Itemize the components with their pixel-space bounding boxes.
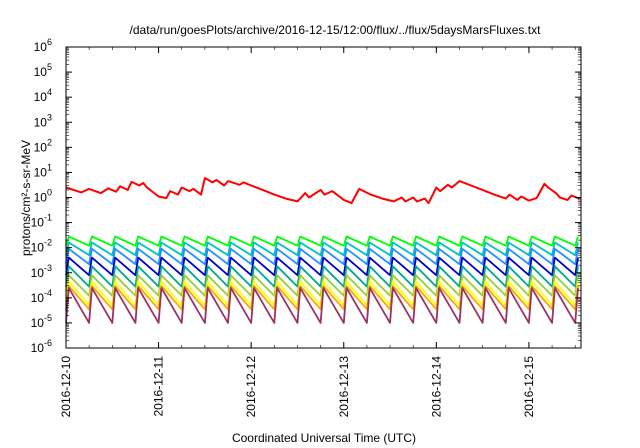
y-tick-label: 10-4 <box>31 288 52 305</box>
x-tick-label: 2016-12-14 <box>429 356 443 418</box>
x-tick-label: 2016-12-13 <box>337 356 351 418</box>
y-tick-label: 105 <box>34 62 52 79</box>
chart-title: /data/run/goesPlots/archive/2016-12-15/1… <box>130 23 542 37</box>
y-tick-label: 10-2 <box>31 238 52 255</box>
y-tick-label: 102 <box>34 137 52 154</box>
x-axis-label: Coordinated Universal Time (UTC) <box>232 431 416 445</box>
series-line-main <box>66 178 579 203</box>
y-tick-label: 100 <box>34 188 52 205</box>
y-tick-label: 104 <box>34 87 52 104</box>
x-tick-label: 2016-12-11 <box>152 356 166 417</box>
y-tick-label: 103 <box>34 112 52 129</box>
x-tick-label: 2016-12-10 <box>59 356 73 418</box>
y-tick-label: 10-3 <box>31 263 52 280</box>
y-axis-label: protons/cm²-s-sr-MeV <box>19 140 33 256</box>
x-tick-label: 2016-12-12 <box>244 356 258 418</box>
y-tick-label: 106 <box>34 37 52 54</box>
y-tick-label: 10-6 <box>31 338 52 355</box>
y-tick-label: 10-5 <box>31 313 52 330</box>
x-axis: 2016-12-10 2016-12-11 2016-12-12 2016-12-13… <box>59 47 575 417</box>
plot-lines <box>66 178 579 323</box>
y-tick-label: 101 <box>34 162 52 179</box>
y-tick-label: 10-1 <box>31 213 52 230</box>
x-tick-label: 2016-12-15 <box>522 356 536 418</box>
